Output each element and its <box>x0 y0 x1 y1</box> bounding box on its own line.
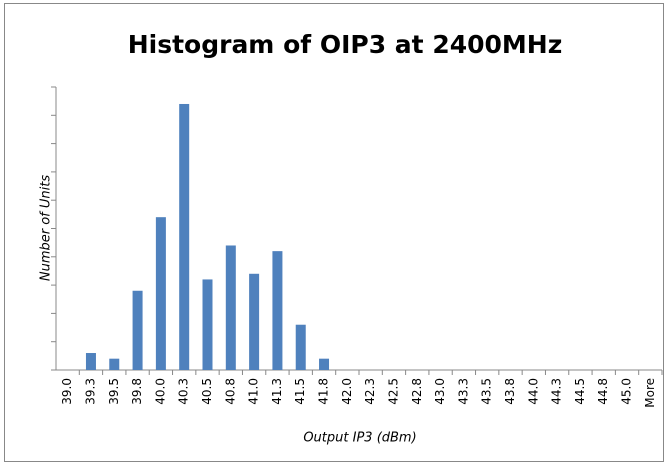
bar <box>295 324 306 370</box>
x-tick-label: 42.3 <box>363 378 377 405</box>
x-tick-label: 40.8 <box>223 378 237 405</box>
x-tick-label: 44.0 <box>526 378 540 405</box>
x-tick-label: 43.5 <box>480 378 494 405</box>
x-tick-label: 39.5 <box>107 378 121 405</box>
x-tick-label: 41.5 <box>293 378 307 405</box>
x-tick-label: 45.0 <box>620 378 634 405</box>
bar <box>179 103 190 370</box>
x-tick-label: 43.8 <box>503 378 517 405</box>
x-tick-label: 43.0 <box>433 378 447 405</box>
bar <box>85 353 96 370</box>
bar <box>202 279 213 370</box>
x-tick-label: 40.3 <box>177 378 191 405</box>
x-tick-label: 41.0 <box>247 378 261 405</box>
x-tick-label: 39.3 <box>83 378 97 405</box>
bar <box>319 358 330 370</box>
bar <box>155 217 166 370</box>
x-tick-label: 44.3 <box>550 378 564 405</box>
x-tick-label: 42.0 <box>340 378 354 405</box>
x-tick-label: More <box>643 378 657 408</box>
x-tick-label: 44.8 <box>596 378 610 405</box>
bar <box>132 290 143 370</box>
chart-frame <box>4 3 664 462</box>
x-tick-label: 39.8 <box>130 378 144 405</box>
bar <box>249 273 260 370</box>
x-tick-label: 39.0 <box>60 378 74 405</box>
x-tick-label: 44.5 <box>573 378 587 405</box>
y-axis-title: Number of Units <box>39 175 54 281</box>
x-tick-label: 42.8 <box>410 378 424 405</box>
bar <box>109 358 120 370</box>
bar <box>272 251 283 370</box>
x-tick-label: 43.3 <box>456 378 470 405</box>
chart-title: Histogram of OIP3 at 2400MHz <box>128 30 563 59</box>
x-tick-label: 41.3 <box>270 378 284 405</box>
x-tick-label: 40.5 <box>200 378 214 405</box>
x-axis-title: Output IP3 (dBm) <box>303 431 416 446</box>
x-tick-label: 42.5 <box>386 378 400 405</box>
x-tick-label: 40.0 <box>153 378 167 405</box>
bar <box>225 245 236 370</box>
x-tick-label: 41.8 <box>317 378 331 405</box>
